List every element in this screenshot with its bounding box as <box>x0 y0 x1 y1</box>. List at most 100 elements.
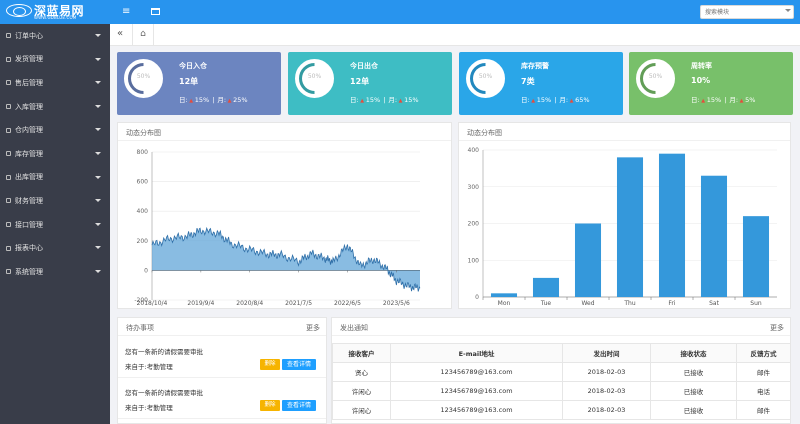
y-tick-label: 200 <box>137 238 149 245</box>
separator: | <box>554 96 557 104</box>
sidebar-item[interactable]: 售后管理 <box>0 71 110 95</box>
y-tick-label: 800 <box>137 149 149 156</box>
y-tick-label: 100 <box>468 257 480 264</box>
sidebar-item[interactable]: 仓内管理 <box>0 118 110 142</box>
logo-mark <box>6 4 32 17</box>
stat-card[interactable]: 50% 今日入仓 12单 日: ▲ 15% | 月: ▲ 25% <box>117 52 281 115</box>
chevron-down-icon <box>95 128 101 132</box>
card-stats: 日: ▲ 15% | 月: ▲ 65% <box>521 94 590 104</box>
bar <box>700 175 728 297</box>
progress-ring <box>636 59 675 98</box>
month-percent: 15% <box>404 96 419 104</box>
arrow-up-icon: ▲ <box>187 98 195 104</box>
y-tick-label: 0 <box>144 267 148 274</box>
sidebar-item[interactable]: 入库管理 <box>0 95 110 119</box>
bar <box>658 153 686 297</box>
sidebar-item[interactable]: 接口管理 <box>0 213 110 237</box>
view-details-button[interactable]: 查看详情 <box>282 359 316 370</box>
menu-icon[interactable]: ≡ <box>122 6 131 17</box>
sidebar-item[interactable]: 财务管理 <box>0 189 110 213</box>
tab-bar: « ⌂ <box>110 24 800 46</box>
chevron-down-icon <box>95 34 101 37</box>
menu-item-icon <box>6 269 11 275</box>
table-header-cell: 发出时间 <box>562 343 651 363</box>
menu-item-icon <box>6 222 11 228</box>
table-row[interactable]: 贤心 123456789@163.com 2018-02-03 已接收 邮件 <box>332 362 790 382</box>
table-cell: 邮件 <box>736 362 790 382</box>
table-cell: 邮件 <box>736 400 790 420</box>
day-percent: 15% <box>706 96 722 104</box>
sidebar-item-label: 入库管理 <box>15 102 43 111</box>
sidebar-item[interactable]: 订单中心 <box>0 24 110 48</box>
stat-card[interactable]: 50% 周转率 10% 日: ▲ 15% | 月: ▲ 5% <box>629 52 793 115</box>
sidebar-item-label: 报表中心 <box>15 244 43 253</box>
line-series <box>151 226 421 292</box>
arrow-up-icon: ▲ <box>397 98 405 104</box>
chevron-down-icon <box>95 222 101 226</box>
y-tick-label: 0 <box>475 294 479 301</box>
todo-source: 来自于:考勤管理 <box>125 404 173 412</box>
menu-item-icon <box>6 80 11 86</box>
menu-item-icon <box>6 104 11 110</box>
table-row[interactable]: 许闲心 123456789@163.com 2018-02-03 已接收 邮件 <box>332 400 790 420</box>
table-cell: 123456789@163.com <box>390 400 563 420</box>
todo-title: 待办事项 <box>118 318 326 336</box>
todo-item: 您有一条新的请假需要审批 来自于:考勤管理 删除 查看详情 <box>118 338 326 378</box>
table-cell: 贤心 <box>332 362 391 382</box>
todo-source: 来自于:考勤管理 <box>125 363 173 371</box>
table-cell: 已接收 <box>650 362 737 382</box>
menu-item-icon <box>6 127 11 133</box>
card-value: 12单 <box>350 77 370 86</box>
card-title: 周转率 <box>691 62 712 70</box>
menu-item-icon <box>6 151 11 157</box>
todo-text: 您有一条新的请假需要审批 <box>125 389 203 397</box>
delete-button[interactable]: 删除 <box>260 400 280 411</box>
table-cell: 许闲心 <box>332 400 391 420</box>
chevron-down-icon <box>95 175 101 179</box>
day-label: 日: <box>350 96 359 104</box>
month-label: 月: <box>217 96 227 104</box>
bar <box>742 216 770 297</box>
x-tick-label: 2021/7/5 <box>285 300 312 307</box>
table-row[interactable]: 许闲心 123456789@163.com 2018-02-03 已接收 电话 <box>332 381 790 401</box>
chevron-down-icon[interactable] <box>785 9 791 12</box>
x-tick-label: Thu <box>623 300 635 307</box>
bar-chart: 0 100 200 300 400 Mon Tue Wed Thu Fri Sat Sun <box>468 147 777 307</box>
search-input[interactable] <box>700 5 794 19</box>
x-tick-label: Fri <box>668 300 675 307</box>
todo-more-link[interactable]: 更多 <box>306 324 320 332</box>
table-header-cell: 接收客户 <box>332 343 391 363</box>
day-percent: 15% <box>536 96 552 104</box>
ring-percent: 50% <box>478 73 493 80</box>
sidebar-item[interactable]: 报表中心 <box>0 236 110 260</box>
todo-text: 您有一条新的请假需要审批 <box>125 348 203 356</box>
sidebar-item[interactable]: 系统管理 <box>0 260 110 284</box>
bar <box>574 223 602 297</box>
logo-subtitle: WWW.GDBLUE.COM <box>34 15 77 20</box>
notice-more-link[interactable]: 更多 <box>770 324 784 332</box>
chevron-down-icon <box>95 199 101 203</box>
right-chart-title: 动态分布图 <box>459 123 790 141</box>
month-percent: 5% <box>745 96 756 104</box>
logo[interactable]: 深蓝易网 WWW.GDBLUE.COM <box>0 0 110 24</box>
stat-card[interactable]: 50% 今日出仓 12单 日: ▲ 15% | 月: ▲ 15% <box>288 52 452 115</box>
chevron-down-icon <box>95 151 101 155</box>
sidebar-item[interactable]: 发货管理 <box>0 48 110 72</box>
y-tick-label: 300 <box>468 184 480 191</box>
arrow-up-icon: ▲ <box>738 98 746 104</box>
sidebar-item[interactable]: 出库管理 <box>0 166 110 190</box>
menu-item-icon <box>6 174 11 180</box>
chevron-down-icon <box>95 81 101 85</box>
menu-item-icon <box>6 198 11 204</box>
stat-card[interactable]: 50% 库存预警 7类 日: ▲ 15% | 月: ▲ 65% <box>459 52 623 115</box>
view-details-button[interactable]: 查看详情 <box>282 400 316 411</box>
sidebar-item[interactable]: 库存管理 <box>0 142 110 166</box>
home-tab[interactable]: ⌂ <box>132 24 154 46</box>
day-percent: 15% <box>365 96 381 104</box>
collapse-icon[interactable]: « <box>117 28 124 39</box>
card-stats: 日: ▲ 15% | 月: ▲ 15% <box>350 94 419 104</box>
window-icon[interactable] <box>151 8 160 15</box>
ring-percent: 50% <box>307 73 322 80</box>
delete-button[interactable]: 删除 <box>260 359 280 370</box>
progress-ring <box>466 59 505 98</box>
